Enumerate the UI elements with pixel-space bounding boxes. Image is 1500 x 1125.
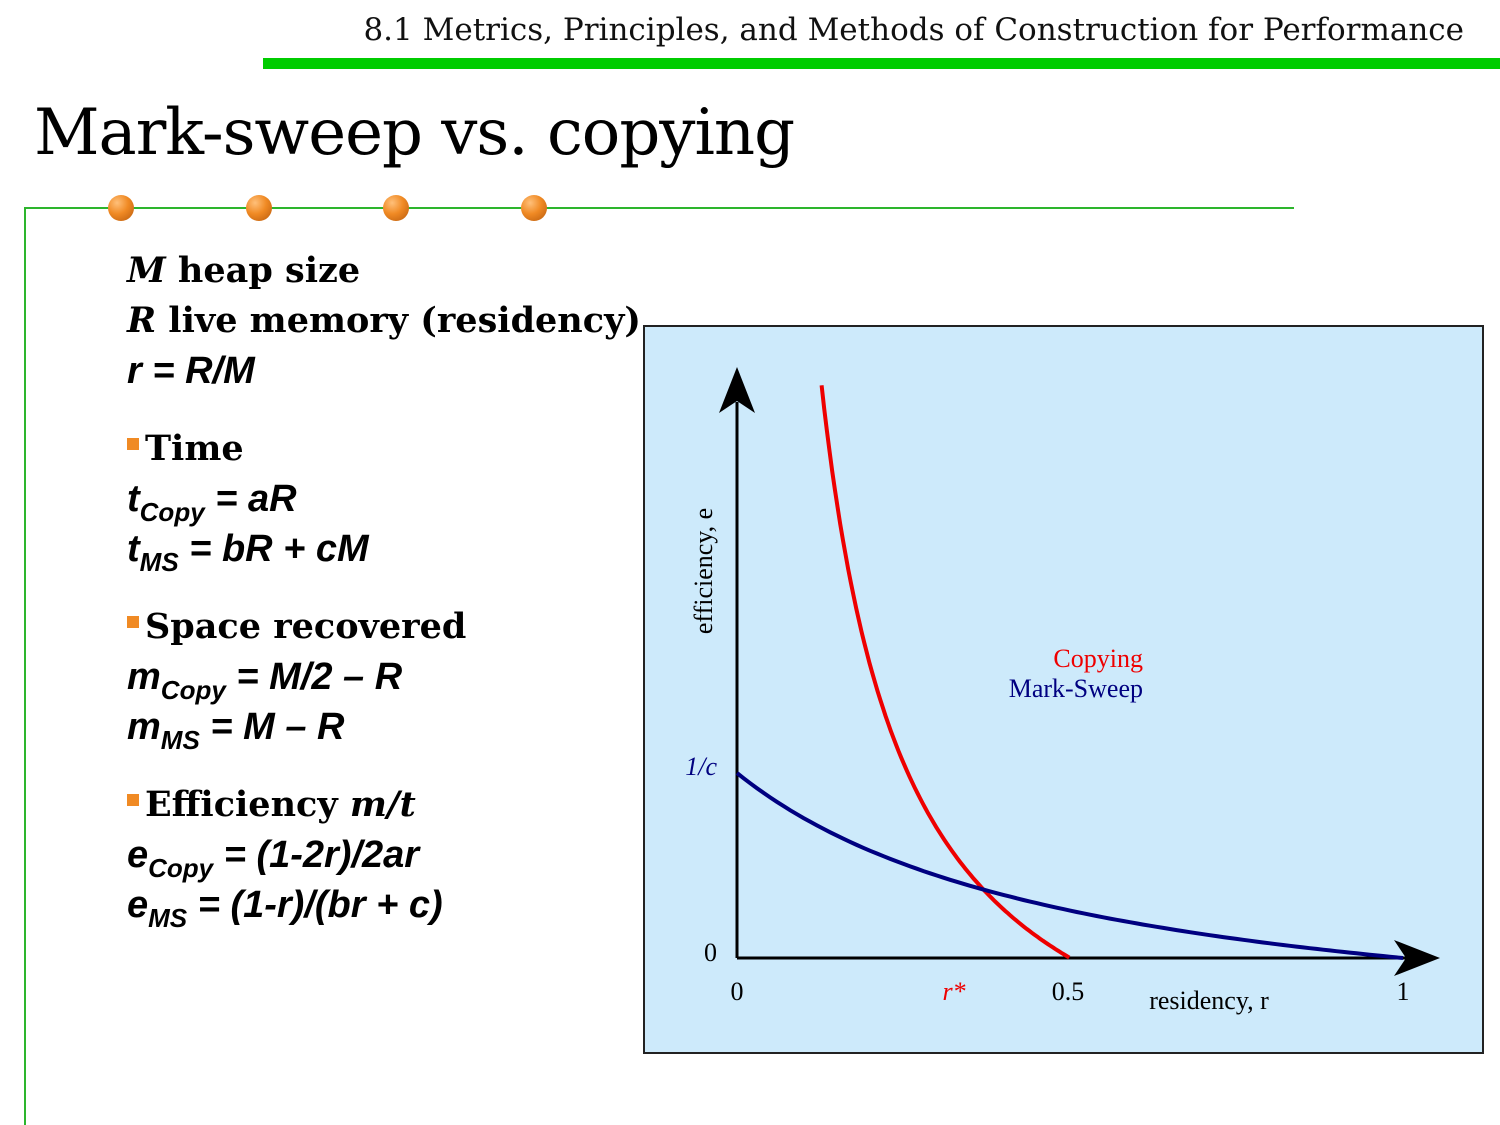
mark-sweep-curve [735, 771, 1404, 960]
tick-y-inv-c: 1/c [685, 752, 717, 781]
y-axis-label: efficiency, e [689, 508, 718, 634]
orange-dot-2 [246, 195, 272, 221]
space-copy-eq: mCopy = M/2 – R [127, 656, 403, 705]
efficiency-heading: Efficiency m/t [127, 780, 647, 830]
crossover-label: r* [942, 977, 965, 1006]
title-rule-horizontal [24, 207, 1294, 209]
efficiency-ms-eq: eMS = (1-r)/(br + c) [127, 884, 443, 933]
slide-title: Mark-sweep vs. copying [34, 96, 795, 170]
bullet-square-icon [127, 794, 139, 806]
copying-curve [819, 385, 1071, 960]
y-axis-arrow-icon [719, 367, 755, 413]
header-bar [263, 58, 1500, 69]
space-heading: Space recovered [127, 602, 647, 652]
legend-mark-sweep: Mark-Sweep [1009, 674, 1143, 703]
legend-copying: Copying [1053, 644, 1143, 673]
tick-x-0: 0 [731, 977, 744, 1006]
tick-x-1: 1 [1397, 977, 1410, 1006]
time-ms-eq: tMS = bR + cM [127, 528, 369, 577]
orange-dot-4 [521, 195, 547, 221]
slide-content: M heap size R live memory (residency) r … [127, 246, 647, 933]
def-residency-ratio: r = R/M [127, 350, 255, 392]
bullet-square-icon [127, 616, 139, 628]
tick-y-0: 0 [704, 938, 717, 967]
title-rule-vertical [24, 207, 26, 1125]
time-heading: Time [127, 424, 647, 474]
bullet-square-icon [127, 438, 139, 450]
def-live-memory: R live memory (residency) [127, 300, 641, 341]
orange-dot-1 [108, 195, 134, 221]
x-axis-label: residency, r [1149, 986, 1269, 1015]
efficiency-diagram-svg: efficiency, e residency, r 0 0.5 1 0 1/c… [685, 367, 1440, 1015]
tick-x-half: 0.5 [1052, 977, 1085, 1006]
x-axis-arrow-icon [1394, 940, 1440, 976]
time-copy-eq: tCopy = aR [127, 478, 297, 527]
def-heap-size: M heap size [127, 250, 361, 291]
efficiency-copy-eq: eCopy = (1-2r)/2ar [127, 834, 420, 883]
header-section-title: 8.1 Metrics, Principles, and Methods of … [363, 12, 1464, 48]
space-ms-eq: mMS = M – R [127, 706, 345, 755]
orange-dot-3 [383, 195, 409, 221]
efficiency-diagram: efficiency, e residency, r 0 0.5 1 0 1/c… [643, 325, 1484, 1054]
